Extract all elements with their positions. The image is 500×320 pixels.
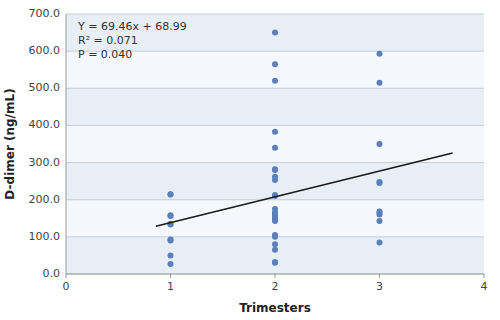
x-tick (170, 274, 171, 278)
y-axis: 0.0 100.0 200.0 300.0 400.0 500.0 600.0 700.0 (29, 7, 485, 280)
band (66, 163, 484, 200)
scatter-point (168, 191, 174, 197)
scatter-point (272, 234, 278, 240)
grid-line (66, 88, 484, 89)
x-axis-label: Trimesters (239, 301, 311, 315)
y-tick-label: 100.0 (29, 230, 61, 243)
annotation-text: P = 0.040 (78, 48, 132, 61)
y-tick-label: 200.0 (29, 193, 61, 206)
scatter-point (272, 145, 278, 151)
band (66, 14, 484, 51)
scatter-point (272, 30, 278, 36)
x-axis-line (66, 274, 484, 275)
grid-line (66, 125, 484, 126)
scatter-point (168, 212, 174, 218)
y-tick-label: 600.0 (29, 44, 61, 57)
scatter-point (377, 141, 383, 147)
regression-line (156, 153, 453, 226)
x-tick (275, 274, 276, 278)
bands (66, 14, 484, 274)
band (66, 125, 484, 162)
grid-line (66, 274, 484, 275)
x-tick (66, 274, 67, 278)
scatter-point (377, 80, 383, 86)
band (66, 237, 484, 274)
grid-line (66, 14, 484, 15)
x-tick-label: 4 (481, 280, 488, 293)
y-tick-label: 0.0 (43, 267, 61, 280)
x-axis: 0 1 2 3 4 (63, 274, 488, 293)
scatter-point (272, 61, 278, 67)
annotation: Y = 69.46x + 68.99R² = 0.071P = 0.040 (77, 20, 187, 61)
y-axis-line (66, 14, 67, 274)
scatter-point (168, 192, 174, 198)
band (66, 88, 484, 125)
scatter-point (377, 180, 383, 186)
x-tick (484, 274, 485, 278)
scatter-point (377, 239, 383, 245)
x-tick-label: 2 (272, 280, 279, 293)
scatter-point (272, 177, 278, 183)
x-tick-label: 0 (63, 280, 70, 293)
x-tick-label: 1 (167, 280, 174, 293)
scatter-point (377, 212, 383, 218)
x-tick-label: 3 (376, 280, 383, 293)
band (66, 200, 484, 237)
scatter-point (272, 241, 278, 247)
scatter-point (272, 129, 278, 135)
grid-line (66, 199, 484, 200)
scatter-point (377, 218, 383, 224)
scatter-point (168, 213, 174, 219)
annotation-text: R² = 0.071 (78, 34, 138, 47)
y-tick-label: 300.0 (29, 156, 61, 169)
scatter-point (272, 166, 278, 172)
plot-area (156, 30, 453, 267)
scatter-point (168, 252, 174, 258)
x-tick (379, 274, 380, 278)
y-tick-label: 700.0 (29, 7, 61, 20)
scatter-point (272, 259, 278, 265)
scatter-point (272, 247, 278, 253)
y-tick-label: 400.0 (29, 118, 61, 131)
scatter-point (272, 218, 278, 224)
scatter-point (168, 238, 174, 244)
y-tick-label: 500.0 (29, 81, 61, 94)
scatter-point (272, 167, 278, 173)
y-axis-label: D-dimer (ng/mL) (3, 88, 17, 199)
grid-line (66, 162, 484, 163)
chart: 0.0 100.0 200.0 300.0 400.0 500.0 600.0 700.0 0 1… (0, 0, 500, 320)
scatter-point (272, 260, 278, 266)
scatter-point (377, 51, 383, 57)
scatter-point (168, 261, 174, 267)
scatter-point (272, 78, 278, 84)
annotation-text: Y = 69.46x + 68.99 (77, 20, 187, 33)
